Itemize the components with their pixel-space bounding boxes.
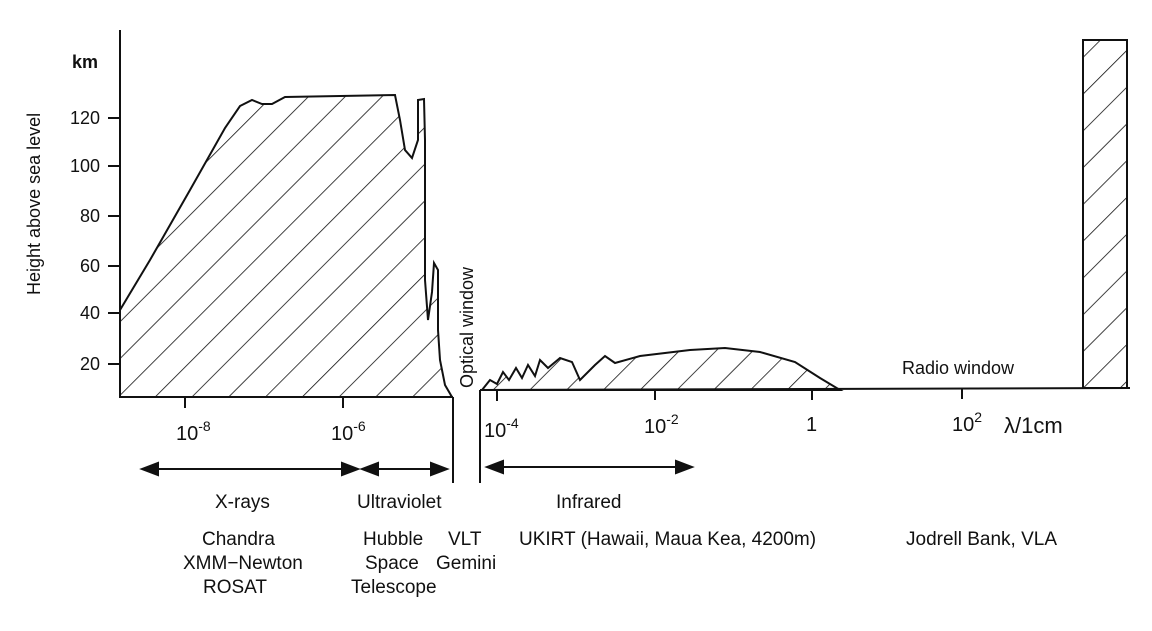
- band-label-ultraviolet: Ultraviolet: [357, 492, 442, 513]
- y-tick-label: 40: [80, 303, 100, 323]
- x-tick-label: 102: [952, 409, 982, 436]
- instrument-xmm-newton: XMM−Newton: [183, 553, 303, 574]
- absorption-region-infrared: [479, 346, 844, 391]
- optical-window-label: Optical window: [457, 266, 477, 388]
- y-ticks: [108, 117, 120, 365]
- band-label-xrays: X-rays: [215, 492, 270, 513]
- band-label-infrared: Infrared: [556, 492, 622, 513]
- instrument-ukirt: UKIRT (Hawaii, Maua Kea, 4200m): [519, 529, 817, 550]
- y-tick-labels: 120 100 80 60 40 20: [70, 108, 100, 374]
- absorption-region-radio: [1082, 39, 1128, 389]
- instrument-chandra: Chandra: [202, 529, 275, 550]
- y-tick-label: 100: [70, 156, 100, 176]
- y-tick-label: 80: [80, 206, 100, 226]
- instrument-gemini: Gemini: [436, 553, 497, 574]
- instrument-jodrell-bank: Jodrell Bank, VLA: [906, 529, 1058, 550]
- x-tick-labels: 10-8 10-6 10-4 10-2 1 102: [176, 409, 982, 445]
- y-tick-label: 60: [80, 256, 100, 276]
- band-arrows: [139, 459, 695, 477]
- instrument-hubble: Hubble: [363, 529, 424, 550]
- x-axis-right: [479, 387, 1131, 391]
- x-tick-label: 10-2: [644, 411, 679, 438]
- instrument-space: Space: [365, 553, 419, 574]
- y-tick-label: 20: [80, 354, 100, 374]
- y-unit-label: km: [72, 52, 98, 72]
- x-ticks: [184, 388, 963, 408]
- x-tick-label: 1: [806, 414, 817, 436]
- x-tick-label: 10-4: [484, 415, 519, 442]
- x-tick-label: 10-8: [176, 418, 211, 445]
- x-unit-label: λ/1cm: [1004, 413, 1063, 438]
- y-axis-title: Height above sea level: [24, 113, 44, 295]
- instrument-vlt: VLT: [448, 529, 482, 550]
- absorption-region-xray-uv: [119, 93, 454, 398]
- radio-window-label: Radio window: [902, 358, 1015, 378]
- x-tick-label: 10-6: [331, 418, 366, 445]
- instrument-telescope: Telescope: [351, 577, 437, 598]
- instrument-rosat: ROSAT: [203, 577, 268, 598]
- y-tick-label: 120: [70, 108, 100, 128]
